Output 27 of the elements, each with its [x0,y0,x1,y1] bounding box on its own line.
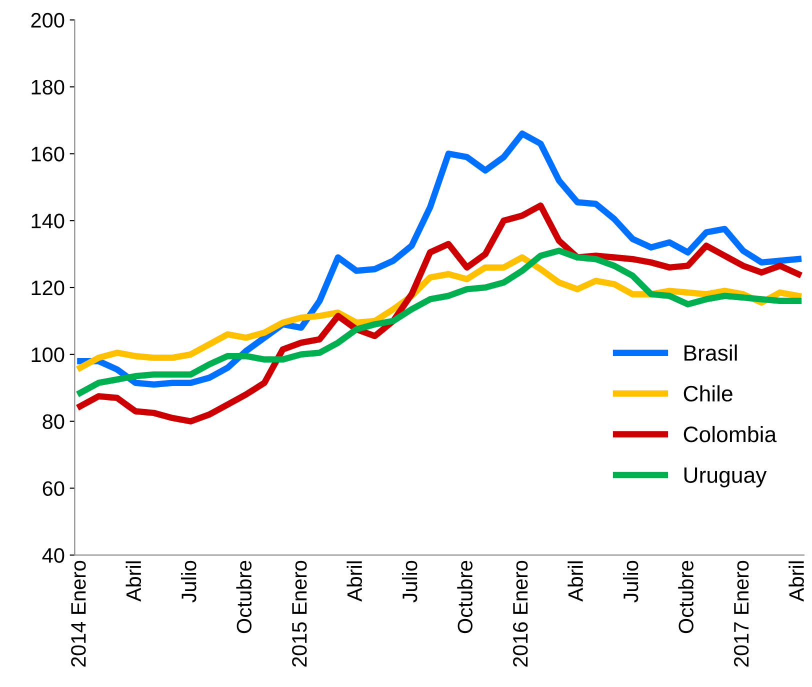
y-tick-label: 80 [42,414,64,430]
x-tick-label: Julio [622,560,638,602]
y-tick-label: 40 [42,548,64,563]
x-tick-label: Octubre [678,560,694,634]
x-tick-label: Abril [346,561,362,602]
legend-label: Uruguay [684,467,767,488]
y-tick-label: 120 [32,280,64,296]
x-tick-label: Octubre [457,560,473,634]
x-tick-label: 2015 Enero [292,560,307,667]
x-tick-label: Abril [126,561,142,602]
x-tick-label: 2016 Enero [512,560,528,667]
x-tick-label: Julio [181,560,196,602]
x-tick-label: 2017 Enero [734,560,749,667]
x-tick-label: 2014 Enero [71,560,86,667]
y-tick-label: 160 [32,146,64,162]
y-tick-label: 140 [32,214,64,228]
y-tick-label: 200 [31,12,64,28]
y-tick-label: 180 [32,80,64,95]
x-tick-label: Abril [788,561,804,602]
x-tick-label: Julio [402,560,418,602]
y-tick-label: 60 [42,481,64,496]
y-tick-label: 100 [32,347,64,362]
legend-label: Brasil [684,344,737,361]
x-tick-label: Octubre [236,560,252,634]
legend-label: Chile [684,385,732,402]
x-tick-label: Abril [568,561,583,602]
legend-label: Colombia [684,426,777,442]
